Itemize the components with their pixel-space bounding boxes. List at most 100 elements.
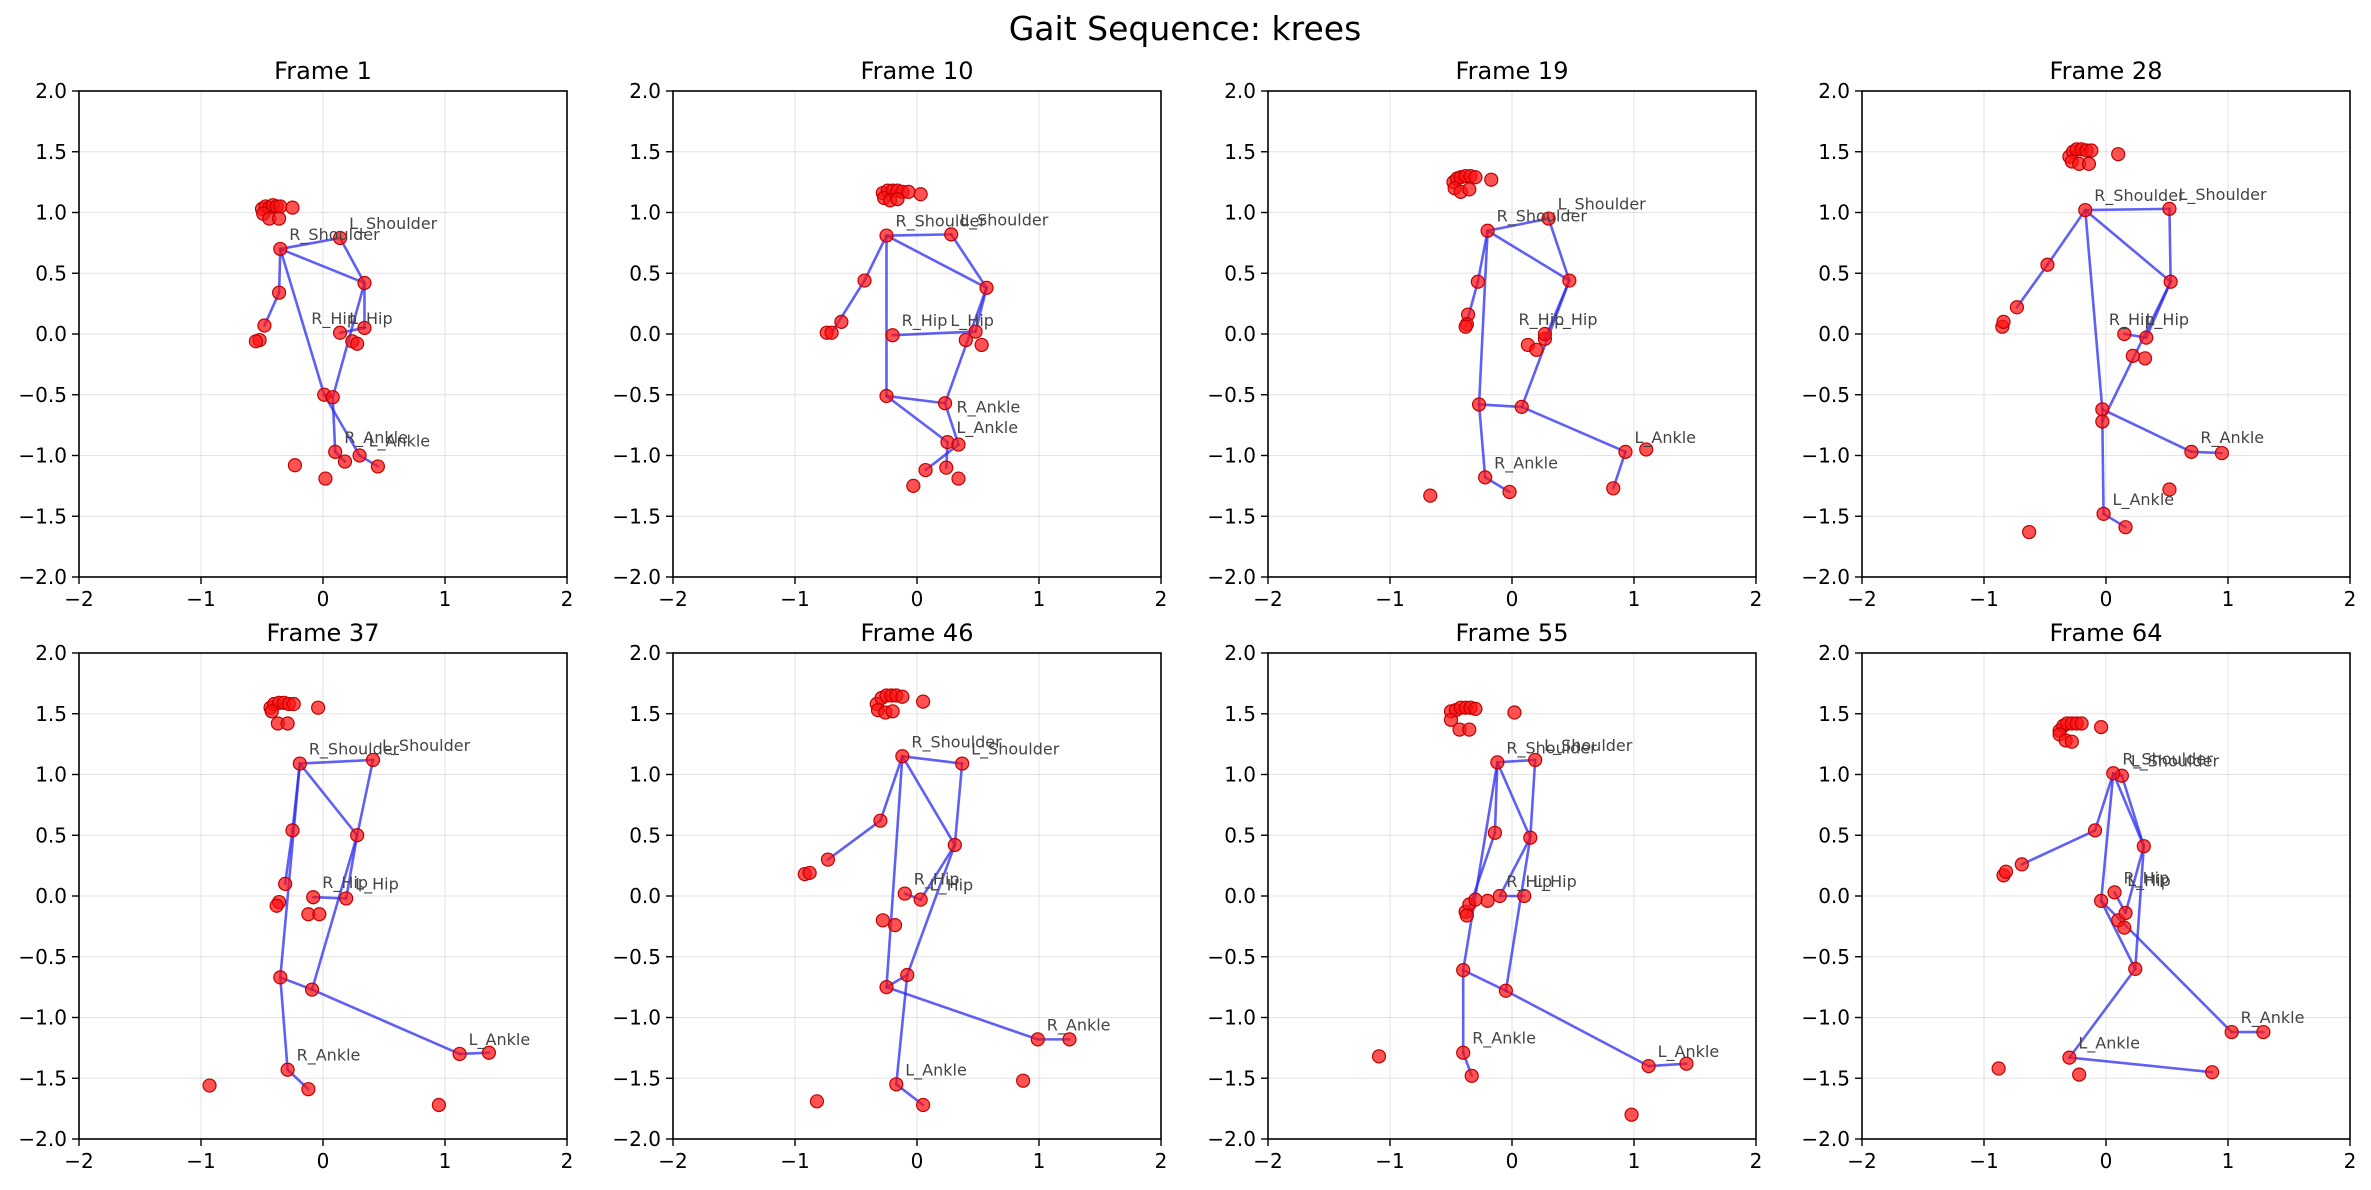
y-tick-label: −0.5 [1207,945,1256,969]
joint-point [306,983,319,996]
y-tick-label: −2.0 [1801,1127,1850,1151]
x-tick-label: −1 [780,1149,809,1173]
joint-point [2119,521,2132,534]
y-tick-label: 1.5 [35,702,67,726]
joint-point [288,459,301,472]
joint-label: R_Shoulder [309,740,400,760]
y-tick-label: 0.5 [1224,823,1256,847]
subplot-frame-2: Frame 10−2 −1 0 1 2−2.0−1.5−1.0−0.50.00.51.0… [612,57,1167,611]
joint-point [896,690,909,703]
joint-point [2097,507,2110,520]
y-tick-label: 0.0 [629,322,661,346]
joint-point [286,201,299,214]
joint-label: L_Shoulder [2178,185,2267,205]
x-tick-label: 0 [1506,1149,1519,1173]
joint-point [270,899,283,912]
y-tick-label: 0.5 [1818,823,1850,847]
joint-point [914,893,927,906]
joint-point [1463,723,1476,736]
joint-point [2140,331,2153,344]
bone-line [2017,265,2048,308]
joint-point [880,229,893,242]
x-tick-label: −2 [1847,1149,1876,1173]
bone-line [902,756,962,763]
joint-point [2215,447,2228,460]
y-tick-label: 1.0 [629,763,661,787]
bone-line [2069,1058,2212,1073]
joint-point [1503,485,1516,498]
x-tick-label: −1 [1969,587,1998,611]
y-tick-label: −1.5 [18,1066,67,1090]
bone-line [887,236,987,288]
joint-point [453,1047,466,1060]
x-tick-label: 0 [1506,587,1519,611]
joint-point [2225,1026,2238,1039]
y-tick-label: 1.5 [629,702,661,726]
joint-point [835,315,848,328]
joint-label: R_Hip [322,873,368,893]
y-tick-label: −1.0 [1801,1006,1850,1030]
bone-line [955,764,962,845]
bone-line [2085,210,2170,282]
y-tick-label: 0.0 [1224,322,1256,346]
x-tick-label: −1 [780,587,809,611]
joint-point [2085,144,2098,157]
joint-point [2082,157,2095,170]
joint-label: R_Hip [2109,310,2155,330]
joint-point [886,329,899,342]
joint-point [1460,909,1473,922]
bone-line [1497,762,1530,837]
joint-label: R_Ankle [344,428,408,448]
joint-point [858,274,871,287]
joint-point [939,397,952,410]
joint-label: R_Shoulder [2122,749,2213,769]
joint-point [890,1078,903,1091]
joint-point [919,464,932,477]
joint-point [353,449,366,462]
joint-point [2023,526,2036,539]
y-tick-label: 1.5 [1818,702,1850,726]
x-tick-label: 2 [2344,587,2357,611]
bone-line [2085,210,2102,409]
bone-line [865,236,887,281]
joint-point [2096,403,2109,416]
panel-title: Frame 37 [267,619,380,647]
x-tick-label: −1 [1969,1149,1998,1173]
joint-point [1607,482,1620,495]
joint-point [432,1098,445,1111]
y-tick-label: 1.0 [629,201,661,225]
joint-point [1491,756,1504,769]
bone-line [280,977,287,1069]
x-tick-label: 1 [439,1149,452,1173]
y-tick-label: −1.5 [612,1066,661,1090]
y-tick-label: 2.0 [1224,79,1256,103]
panel-title: Frame 19 [1456,57,1569,85]
bone-line [340,238,364,283]
joint-point [273,212,286,225]
joint-point [1471,275,1484,288]
x-tick-label: −2 [658,587,687,611]
y-tick-label: 0.0 [1818,884,1850,908]
panel-title: Frame 46 [861,619,974,647]
y-tick-label: −1.5 [612,504,661,528]
joint-point [907,479,920,492]
subplot-frame-3: Frame 19−2 −1 0 1 2−2.0−1.5−1.0−0.50.00.51.0… [1207,57,1762,611]
joint-point [896,750,909,763]
panel-title: Frame 55 [1456,619,1569,647]
joint-point [2139,352,2152,365]
x-tick-label: 1 [1628,587,1641,611]
y-tick-label: 0.5 [35,261,67,285]
joint-point [1488,826,1501,839]
joint-point [1457,964,1470,977]
joint-label: L_Ankle [905,1060,967,1080]
joint-point [1999,865,2012,878]
joint-label: R_Hip [1519,310,1565,330]
y-tick-label: −1.5 [1207,1066,1256,1090]
joint-point [876,914,889,927]
joint-point [1518,890,1531,903]
joint-point [948,838,961,851]
joint-point [2015,858,2028,871]
x-tick-label: −1 [1375,587,1404,611]
joint-label: R_Shoulder [2094,186,2185,206]
